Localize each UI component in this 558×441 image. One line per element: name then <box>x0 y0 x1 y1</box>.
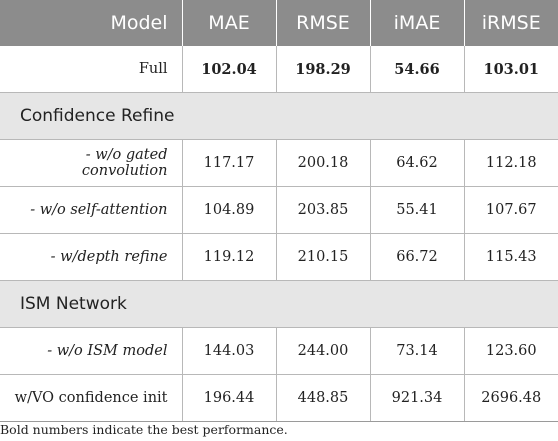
cell-rmse: 198.29 <box>276 46 371 93</box>
header-model: Model <box>0 0 183 46</box>
table-row: - w/o ISM model 144.03 244.00 73.14 123.… <box>0 327 558 375</box>
cell-rmse: 210.15 <box>276 233 371 281</box>
section-header-confidence-refine: Confidence Refine <box>0 92 558 140</box>
section-title: ISM Network <box>0 280 558 328</box>
cell-mae: 102.04 <box>182 46 277 93</box>
cell-imae: 54.66 <box>370 46 465 93</box>
cell-irmse: 112.18 <box>464 139 558 187</box>
row-label: - w/depth refine <box>0 233 183 281</box>
header-imae: iMAE <box>370 0 465 46</box>
cell-irmse: 2696.48 <box>464 374 558 422</box>
cell-irmse: 107.67 <box>464 186 558 234</box>
header-rmse: RMSE <box>276 0 371 46</box>
cell-imae: 64.62 <box>370 139 465 187</box>
cell-rmse: 244.00 <box>276 327 371 375</box>
cell-imae: 55.41 <box>370 186 465 234</box>
cell-rmse: 200.18 <box>276 139 371 187</box>
cell-mae: 119.12 <box>182 233 277 281</box>
cell-rmse: 448.85 <box>276 374 371 422</box>
row-label: - w/o self-attention <box>0 186 183 234</box>
results-table: Model MAE RMSE iMAE iRMSE Full 102.04 19… <box>0 0 558 422</box>
table-row: - w/o gated convolution 117.17 200.18 64… <box>0 139 558 187</box>
row-label: Full <box>0 46 183 93</box>
cell-irmse: 123.60 <box>464 327 558 375</box>
cell-mae: 144.03 <box>182 327 277 375</box>
row-label: - w/o gated convolution <box>0 139 183 187</box>
cell-mae: 196.44 <box>182 374 277 422</box>
cell-irmse: 103.01 <box>464 46 558 93</box>
cell-imae: 66.72 <box>370 233 465 281</box>
table-row: - w/o self-attention 104.89 203.85 55.41… <box>0 186 558 234</box>
table-row: w/VO confidence init 196.44 448.85 921.3… <box>0 374 558 422</box>
cell-rmse: 203.85 <box>276 186 371 234</box>
row-label: w/VO confidence init <box>0 374 183 422</box>
cell-imae: 921.34 <box>370 374 465 422</box>
table-header-row: Model MAE RMSE iMAE iRMSE <box>0 0 558 46</box>
table-row-full: Full 102.04 198.29 54.66 103.01 <box>0 46 558 93</box>
section-header-ism-network: ISM Network <box>0 280 558 328</box>
row-label: - w/o ISM model <box>0 327 183 375</box>
table-footnote: Bold numbers indicate the best performan… <box>0 422 288 437</box>
cell-mae: 117.17 <box>182 139 277 187</box>
cell-mae: 104.89 <box>182 186 277 234</box>
section-title: Confidence Refine <box>0 92 558 140</box>
header-irmse: iRMSE <box>464 0 558 46</box>
header-mae: MAE <box>182 0 277 46</box>
cell-imae: 73.14 <box>370 327 465 375</box>
table-row: - w/depth refine 119.12 210.15 66.72 115… <box>0 233 558 281</box>
cell-irmse: 115.43 <box>464 233 558 281</box>
